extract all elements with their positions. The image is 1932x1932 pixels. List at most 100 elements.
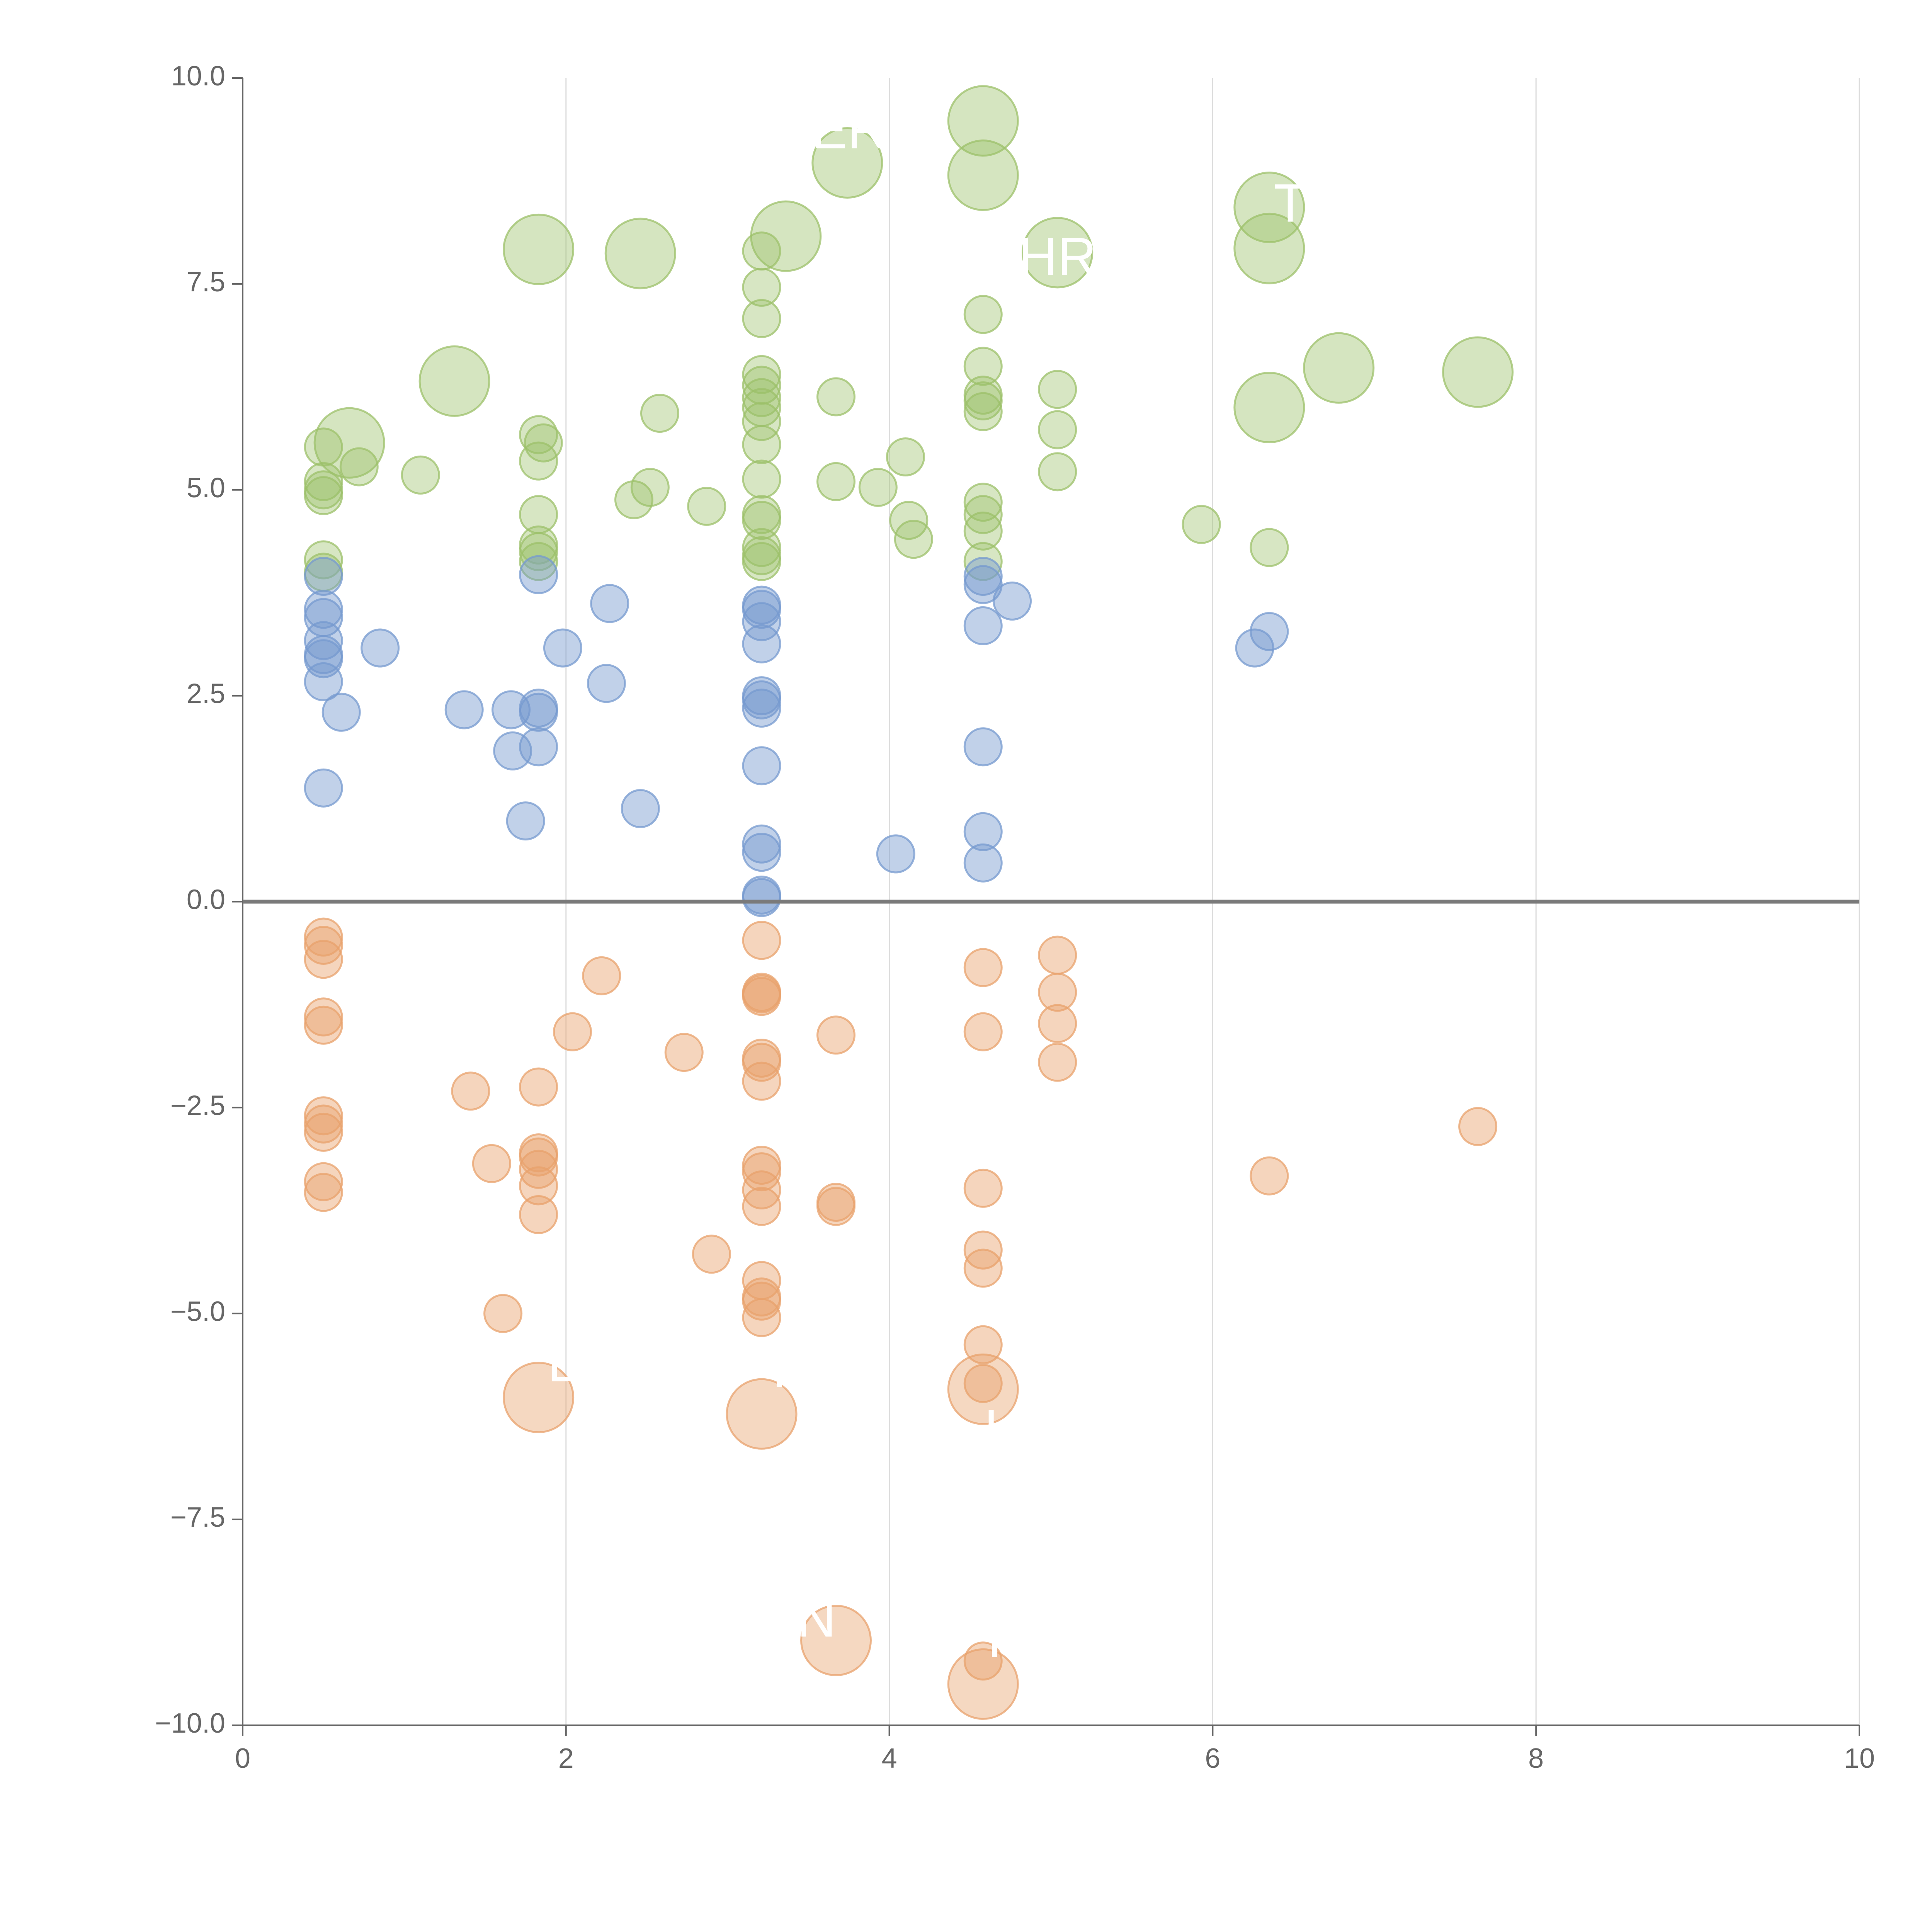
- orange-bubble: [304, 1005, 343, 1045]
- axes: 0 2 4 6 8 10 10.0 7.5 5.0 2.5 0.0 −2.5 −5.0 −7.5 −10.0: [155, 61, 1875, 1774]
- blue-bubble: [742, 624, 781, 663]
- blue-bubble: [742, 602, 781, 641]
- green-bubble: [742, 528, 781, 567]
- orange-bubble: [1038, 1004, 1077, 1043]
- blue-bubble: [543, 628, 582, 668]
- green-bubble-large: [947, 85, 1019, 157]
- blue-bubble: [590, 584, 629, 623]
- green-bubble: [963, 381, 1003, 421]
- orange-bubble: [472, 1144, 511, 1183]
- orange-bubble: [483, 1294, 523, 1333]
- orange-bubble-large: [726, 1378, 798, 1450]
- orange-bubble: [553, 1012, 592, 1051]
- orange-bubble: [963, 1325, 1003, 1364]
- green-bubble: [816, 377, 856, 417]
- orange-bubble: [304, 997, 343, 1037]
- orange-bubble: [304, 1104, 343, 1144]
- orange-bubble: [742, 977, 781, 1016]
- green-bubble-large: [947, 139, 1019, 211]
- green-bubble: [519, 532, 558, 571]
- orange-bubble: [582, 956, 621, 995]
- green-bubble: [640, 394, 679, 433]
- orange-bubble: [304, 1162, 343, 1201]
- bubble-annotation: T: [1274, 173, 1307, 233]
- orange-bubble: [963, 948, 1003, 987]
- y-tick-label: −5.0: [170, 1296, 225, 1327]
- green-bubble: [742, 378, 781, 417]
- green-bubble-large: [418, 345, 490, 417]
- blue-bubble: [963, 557, 1003, 596]
- blue-bubble: [493, 731, 532, 770]
- green-bubble: [742, 542, 781, 581]
- orange-bubble: [692, 1235, 731, 1274]
- blue-bubble: [742, 824, 781, 864]
- green-bubble-large: [604, 218, 676, 289]
- blue-bubble: [304, 768, 343, 808]
- green-bubble: [1182, 505, 1221, 544]
- green-bubble: [816, 462, 856, 501]
- green-bubble: [519, 441, 558, 481]
- green-bubble-large: [313, 407, 385, 479]
- orange-bubble: [816, 1015, 856, 1055]
- green-bubble: [304, 476, 343, 515]
- orange-bubble: [963, 1012, 1003, 1051]
- green-bubble: [339, 447, 379, 486]
- blue-bubble: [506, 801, 545, 841]
- green-bubble: [1038, 370, 1077, 409]
- blue-bubble: [742, 590, 781, 629]
- green-bubble: [304, 427, 343, 467]
- green-bubble: [687, 486, 726, 526]
- orange-bubble: [519, 1166, 558, 1206]
- y-tick-label: −10.0: [155, 1708, 225, 1739]
- orange-bubble: [1250, 1156, 1289, 1196]
- bubbles-layer: [304, 85, 1514, 1720]
- bubble-annotation: L: [548, 1332, 578, 1393]
- orange-bubble: [963, 1248, 1003, 1288]
- orange-bubble: [963, 1641, 1003, 1681]
- green-bubble: [742, 459, 781, 499]
- orange-bubble: [742, 1187, 781, 1226]
- orange-bubble-large: [947, 1648, 1019, 1720]
- green-bubble: [963, 542, 1003, 581]
- orange-bubble: [742, 1170, 781, 1210]
- x-tick-label: 8: [1528, 1743, 1544, 1774]
- orange-bubble-large: [503, 1362, 575, 1434]
- orange-bubble: [304, 1112, 343, 1152]
- x-tick-label: 10: [1844, 1743, 1875, 1774]
- orange-bubble: [1038, 935, 1077, 975]
- blue-bubble: [304, 639, 343, 679]
- bubble-annotation: I: [984, 1398, 999, 1459]
- orange-bubble: [451, 1071, 490, 1111]
- green-bubble: [963, 392, 1003, 431]
- orange-bubble: [963, 1364, 1003, 1403]
- green-bubble: [1038, 452, 1077, 492]
- blue-bubble: [321, 692, 361, 732]
- green-bubble: [742, 501, 781, 540]
- orange-bubble: [304, 940, 343, 979]
- blue-bubble: [963, 812, 1003, 851]
- green-bubble-large: [1233, 372, 1305, 444]
- y-tick-label: 7.5: [187, 267, 225, 298]
- green-bubble: [519, 542, 558, 581]
- blue-bubble: [361, 628, 400, 668]
- blue-bubble: [742, 746, 781, 786]
- green-bubble: [742, 355, 781, 394]
- blue-bubble: [742, 680, 781, 719]
- green-bubble: [963, 347, 1003, 386]
- green-bubble: [963, 495, 1003, 534]
- blue-bubble: [304, 662, 343, 701]
- orange-bubble: [304, 925, 343, 965]
- orange-bubble: [304, 1096, 343, 1136]
- green-bubble-large: [1233, 172, 1305, 243]
- blue-bubble: [742, 878, 781, 917]
- blue-bubble: [621, 789, 660, 828]
- y-tick-label: −7.5: [170, 1502, 225, 1533]
- green-bubble: [630, 468, 670, 507]
- green-bubble: [963, 295, 1003, 334]
- orange-bubble: [519, 1195, 558, 1234]
- blue-bubble: [1235, 628, 1274, 668]
- blue-bubble: [876, 834, 915, 874]
- green-bubble: [742, 267, 781, 307]
- green-bubble-large: [1022, 217, 1094, 289]
- green-bubble: [401, 455, 440, 495]
